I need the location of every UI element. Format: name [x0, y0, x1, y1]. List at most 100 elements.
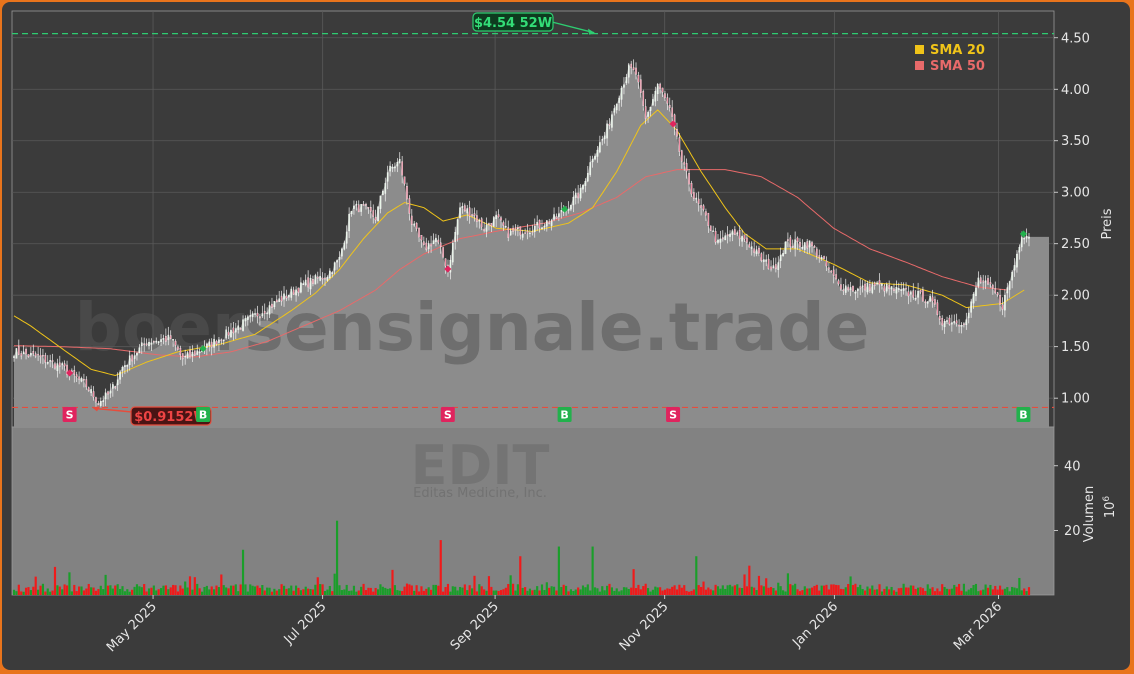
candle-body	[722, 237, 724, 240]
candle-body	[799, 242, 801, 247]
volume-bar	[51, 590, 54, 595]
volume-bar	[741, 588, 744, 595]
volume-bar	[338, 585, 341, 595]
volume-bar	[548, 587, 551, 595]
price-axis: 1.00 1.50 2.00 2.50 3.00 3.50 4.00 4.50	[1054, 31, 1090, 407]
volume-bar	[743, 574, 746, 595]
candle-body	[637, 75, 640, 83]
volume-bar	[405, 583, 409, 595]
candle-body	[167, 334, 170, 340]
high-52w-label-box	[472, 12, 554, 32]
date-tick-label: Sep 2025	[448, 599, 502, 653]
candle-body	[148, 341, 150, 347]
volume-bar	[615, 588, 618, 595]
candle-body	[128, 355, 131, 366]
candle-body	[558, 213, 560, 217]
candle-body	[384, 183, 387, 194]
volume-bar	[526, 590, 529, 595]
volume-bar	[673, 585, 676, 595]
candle-body	[126, 364, 129, 367]
volume-bar	[540, 584, 544, 595]
volume-bar	[46, 588, 49, 595]
candle-body	[350, 210, 353, 215]
candle-body	[18, 346, 20, 355]
volume-bar	[92, 587, 95, 595]
candle-body	[625, 77, 628, 83]
candle-body	[584, 181, 587, 186]
candle-body	[66, 364, 68, 375]
candle-body	[401, 161, 403, 176]
candle-body	[765, 259, 768, 262]
volume-bar	[668, 588, 671, 595]
candle-body	[251, 313, 254, 318]
volume-bar	[1015, 588, 1019, 595]
candle-body	[832, 269, 835, 276]
volume-bar	[381, 586, 384, 595]
volume-bar	[239, 584, 242, 595]
candle-body	[818, 255, 821, 258]
candle-body	[488, 223, 490, 225]
volume-bar	[945, 588, 949, 595]
volume-bar	[1018, 577, 1021, 595]
volume-bar	[856, 587, 859, 595]
candle-body	[184, 355, 186, 358]
volume-bar	[490, 586, 493, 595]
candle-body	[312, 279, 314, 284]
volume-bar	[589, 590, 592, 595]
volume-bar	[562, 584, 565, 595]
candle-body	[290, 288, 293, 298]
candle-body	[782, 253, 784, 257]
volume-bar	[755, 590, 758, 595]
volume-bar	[994, 585, 997, 595]
volume-bar	[849, 576, 852, 595]
candle-body	[169, 335, 172, 339]
candle-body	[840, 284, 842, 290]
volume-bar	[309, 589, 312, 595]
volume-bar	[876, 589, 879, 595]
candle-body	[958, 324, 960, 327]
candle-body	[996, 292, 999, 296]
volume-bar	[294, 585, 298, 595]
candle-body	[329, 270, 331, 279]
candle-body	[895, 287, 898, 294]
candle-body	[736, 232, 739, 235]
candle-body	[471, 214, 473, 216]
volume-bar	[714, 584, 717, 595]
legend-label: SMA 50	[930, 59, 985, 74]
candle-body	[823, 256, 825, 259]
candle-body	[432, 240, 435, 244]
signal-badge-overlay	[196, 407, 211, 422]
volume-bar	[603, 590, 606, 595]
volume-bar	[285, 588, 288, 595]
volume-bar	[478, 584, 481, 595]
volume-bar	[49, 591, 52, 595]
candle-body	[881, 283, 883, 286]
volume-bar	[282, 585, 286, 595]
candle-body	[360, 203, 362, 212]
volume-bar	[87, 583, 90, 595]
candle-body	[1016, 253, 1018, 268]
candle-body	[379, 195, 382, 209]
volume-bar	[331, 591, 334, 595]
candle-body	[623, 84, 625, 88]
volume-bar	[871, 585, 874, 595]
price-tick-label: 1.00	[1061, 392, 1090, 407]
volume-bar	[822, 585, 826, 595]
candle-body	[816, 248, 818, 257]
candle-body	[885, 284, 888, 292]
volume-bar	[989, 584, 992, 595]
candle-body	[654, 91, 657, 102]
volume-bar	[683, 585, 686, 595]
candle-body	[572, 196, 575, 206]
candle-body	[801, 247, 804, 249]
volume-bar	[451, 586, 454, 595]
candle-body	[847, 286, 849, 291]
candle-body	[550, 220, 553, 226]
candle-body	[678, 137, 681, 152]
volume-bar	[188, 576, 192, 595]
signal-label: S	[669, 409, 677, 422]
candle-body	[924, 301, 927, 303]
candle-body	[907, 291, 910, 297]
volume-bar	[68, 572, 71, 595]
volume-bar	[642, 586, 645, 595]
